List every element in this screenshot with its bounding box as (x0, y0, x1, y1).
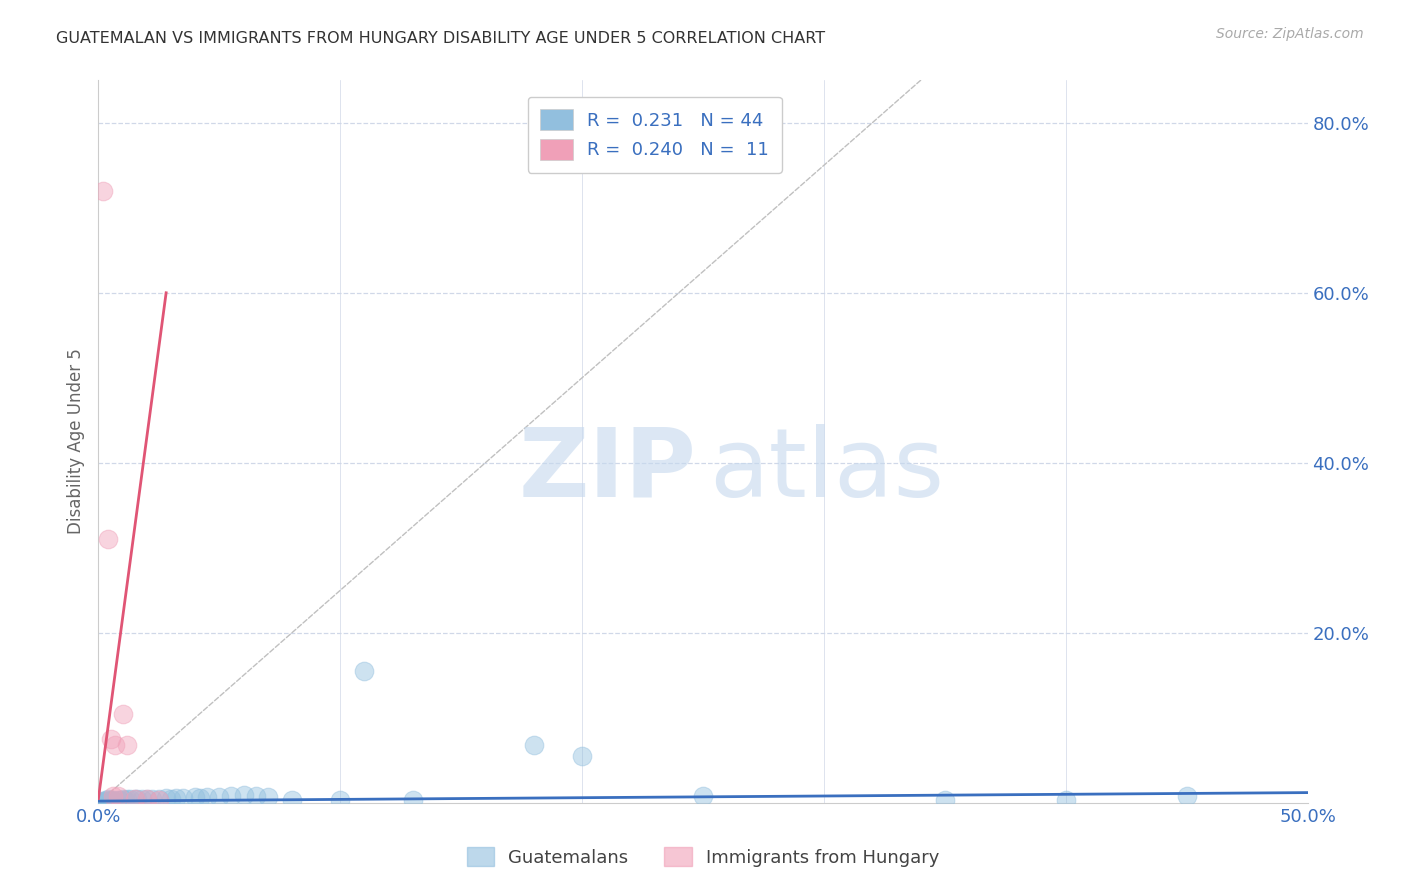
Point (111, 706, 134, 721)
Point (94, 794, 117, 808)
Point (141, 791, 163, 805)
Point (90, 794, 112, 808)
Point (117, 792, 139, 806)
Point (221, 789, 243, 803)
Text: GUATEMALAN VS IMMIGRANTS FROM HUNGARY DISABILITY AGE UNDER 5 CORRELATION CHART: GUATEMALAN VS IMMIGRANTS FROM HUNGARY DI… (56, 31, 825, 46)
Point (127, 792, 149, 806)
Text: atlas: atlas (709, 424, 945, 517)
Point (101, 793, 124, 807)
Point (281, 793, 304, 807)
Legend: R =  0.231   N = 44, R =  0.240   N =  11: R = 0.231 N = 44, R = 0.240 N = 11 (527, 96, 782, 172)
Point (108, 793, 131, 807)
Point (1054, 793, 1077, 807)
Point (934, 793, 956, 807)
Point (124, 791, 146, 805)
Point (91, 795, 114, 809)
Point (184, 789, 207, 804)
Point (135, 792, 157, 806)
Point (124, 791, 146, 805)
Point (172, 790, 194, 805)
Point (523, 738, 546, 752)
Point (117, 738, 139, 752)
Point (107, 789, 129, 803)
Point (91, 184, 114, 198)
Point (232, 788, 254, 802)
Point (94, 793, 117, 807)
Point (245, 789, 267, 803)
Point (188, 790, 211, 805)
Point (118, 792, 141, 806)
Point (97, 533, 120, 547)
Point (107, 793, 129, 807)
Point (148, 793, 170, 807)
Point (256, 789, 278, 804)
Point (165, 790, 187, 805)
Text: Source: ZipAtlas.com: Source: ZipAtlas.com (1216, 27, 1364, 41)
Point (97, 794, 120, 808)
Point (101, 789, 124, 803)
Point (114, 793, 136, 807)
Point (97, 792, 120, 806)
Point (104, 794, 127, 808)
Point (111, 792, 134, 806)
Text: ZIP: ZIP (519, 424, 697, 517)
Point (329, 793, 352, 807)
Point (195, 789, 218, 804)
Point (131, 791, 153, 805)
Legend: Guatemalans, Immigrants from Hungary: Guatemalans, Immigrants from Hungary (460, 840, 946, 874)
Point (104, 738, 127, 752)
Point (148, 791, 170, 805)
Point (692, 789, 714, 803)
Point (100, 793, 122, 807)
Point (208, 789, 231, 804)
Y-axis label: Disability Age Under 5: Disability Age Under 5 (66, 349, 84, 534)
Point (100, 732, 122, 747)
Point (100, 794, 122, 808)
Point (402, 793, 425, 807)
Point (571, 749, 593, 764)
Point (353, 664, 375, 678)
Point (155, 790, 177, 805)
Point (135, 791, 157, 805)
Point (160, 791, 183, 805)
Point (1175, 789, 1198, 803)
